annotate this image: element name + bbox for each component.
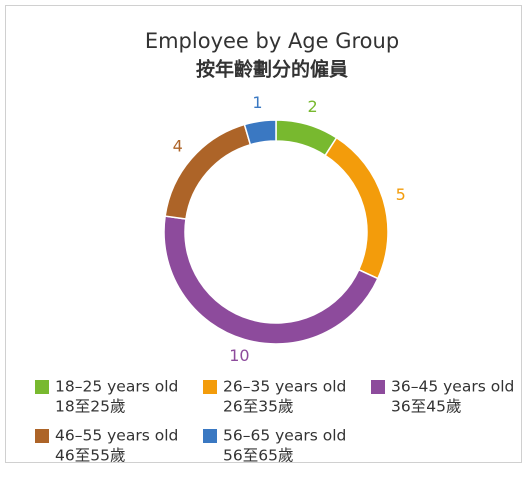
legend-label-chinese: 46至55歲 (55, 447, 125, 465)
legend-label: 56–65 years old (223, 427, 346, 445)
donut-segment (243, 119, 277, 146)
data-label: 2 (308, 97, 318, 116)
data-label: 4 (173, 136, 183, 155)
legend-label: 26–35 years old (223, 378, 346, 396)
chart-title: Employee by Age Group (145, 29, 399, 53)
legend-label-chinese: 26至35歲 (223, 398, 293, 416)
legend-label: 36–45 years old (391, 378, 514, 396)
legend-swatch (203, 380, 217, 394)
legend-swatch (203, 429, 217, 443)
legend-label-chinese: 36至45歲 (391, 398, 461, 416)
legend-swatch (35, 429, 49, 443)
legend-label-chinese: 18至25歲 (55, 398, 125, 416)
legend-label-chinese: 56至65歲 (223, 447, 293, 465)
legend-swatch (35, 380, 49, 394)
data-label: 10 (229, 346, 249, 365)
data-label: 5 (396, 185, 406, 204)
legend-label: 46–55 years old (55, 427, 178, 445)
legend-label: 18–25 years old (55, 378, 178, 396)
legend-swatch (371, 380, 385, 394)
chart-frame (5, 5, 522, 463)
chart-subtitle: 按年齡劃分的僱員 (196, 58, 348, 81)
data-label: 1 (252, 93, 262, 112)
